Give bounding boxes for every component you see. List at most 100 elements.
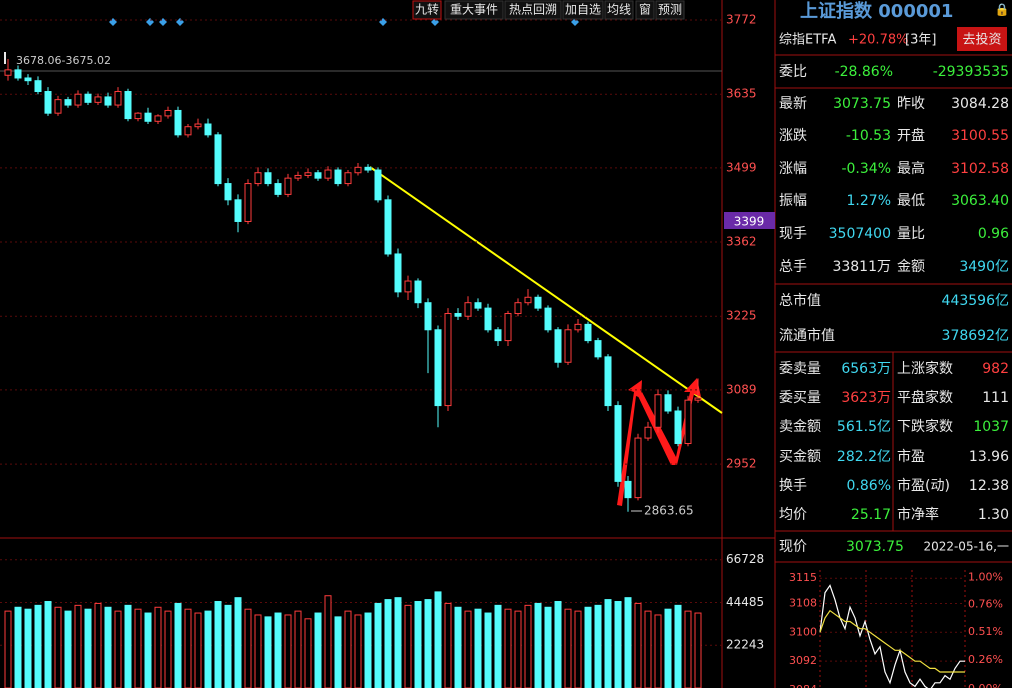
toolbar-button[interactable] (635, 0, 655, 20)
candle-body (644, 426, 652, 439)
volume-bar (154, 606, 162, 688)
candle-body (434, 329, 442, 407)
intraday-line (819, 609, 965, 673)
volume-bar (54, 606, 62, 688)
volume-bar (664, 608, 672, 688)
y-tick-label: 3092 (789, 654, 817, 667)
toolbar-label[interactable]: 窗 (639, 3, 651, 17)
toolbar-label[interactable]: 预测 (658, 3, 682, 17)
y-tick-label: 3499 (726, 160, 757, 174)
field-value: 3084.28 (951, 96, 1009, 112)
toolbar-button[interactable] (604, 0, 634, 20)
volume-bar (74, 604, 82, 688)
volume-bar (494, 604, 502, 688)
field-value: 0.96 (978, 226, 1009, 242)
candle-body (394, 253, 402, 293)
candle-body (344, 172, 352, 185)
field-label: 均价 (779, 507, 807, 523)
volume-bar (174, 602, 182, 688)
etf-period: [3年] (905, 33, 936, 48)
candle-body (164, 109, 172, 117)
field-label: 最高 (897, 160, 925, 177)
candle-body (364, 166, 372, 171)
y-tick-label: 66728 (726, 552, 764, 566)
candle-body (4, 69, 12, 76)
field-value: 3073.75 (833, 96, 891, 112)
volume-bar (204, 610, 212, 688)
volume-bar (674, 604, 682, 688)
volume-bar (414, 601, 422, 688)
toolbar-label[interactable]: 加自选 (565, 3, 601, 17)
y-tick-label: 22243 (726, 638, 764, 652)
toolbar-button[interactable] (562, 0, 604, 20)
toolbar-label[interactable]: 九转 (415, 2, 439, 17)
field-label: 总市值 (779, 292, 821, 309)
toolbar-label[interactable]: 均线 (607, 3, 631, 17)
candle-body (204, 123, 212, 136)
volume-bar (184, 608, 192, 688)
y-tick-label: 44485 (726, 595, 764, 609)
candle-body (404, 280, 412, 293)
candle-body (264, 172, 272, 185)
field-label: 换手 (779, 477, 807, 494)
toolbar-button[interactable] (412, 0, 442, 20)
pin-icon[interactable]: 🔒 (995, 3, 1010, 17)
candle-body (564, 329, 572, 363)
volume-bar (644, 610, 652, 688)
toolbar-label[interactable]: 重大事件 (450, 3, 498, 17)
field-value: 378692亿 (942, 328, 1009, 344)
y-tick-label: 3084 (789, 683, 817, 688)
candle-body (384, 199, 392, 255)
volume-bar (654, 614, 662, 688)
field-value: 282.2亿 (837, 449, 891, 465)
toolbar-button[interactable] (444, 0, 504, 20)
volume-bar (34, 604, 42, 688)
field-label: 委卖量 (779, 361, 821, 377)
volume-bar (4, 610, 12, 688)
field-value: 1.30 (978, 507, 1009, 523)
volume-bar (284, 614, 292, 688)
field-label: 下跌家数 (897, 418, 953, 435)
volume-bar (424, 599, 432, 688)
volume-bar (104, 606, 112, 688)
candle-body (654, 394, 662, 428)
candle-body (694, 397, 702, 401)
toolbar-label[interactable]: 热点回溯 (509, 2, 557, 17)
weibi-label: 委比 (779, 64, 807, 80)
field-label: 买金额 (779, 449, 821, 465)
field-value: -10.53 (846, 128, 891, 144)
field-value: 443596亿 (942, 293, 1009, 309)
volume-bar (534, 602, 542, 688)
volume-bar (564, 608, 572, 688)
candle-body (94, 96, 102, 103)
candle-body (334, 169, 342, 185)
candle-body (674, 410, 682, 444)
volume-bar (254, 614, 262, 688)
candle-body (114, 91, 122, 106)
volume-bar (354, 614, 362, 688)
volume-bar (404, 604, 412, 688)
field-label: 上涨家数 (897, 360, 953, 377)
candle-body (304, 172, 312, 176)
toolbar-button[interactable] (504, 0, 562, 20)
invest-button[interactable]: 去投资 (962, 32, 1001, 48)
candle-body (234, 199, 242, 222)
volume-bar (44, 601, 52, 688)
field-value: 3102.58 (951, 161, 1009, 177)
volume-bar (474, 608, 482, 688)
volume-bar (64, 610, 72, 688)
candle-body (454, 313, 462, 317)
volume-bar (84, 608, 92, 688)
field-label: 开盘 (897, 127, 925, 144)
volume-bar (214, 601, 222, 688)
y-tick-label: 3100 (789, 625, 817, 638)
field-value: 3623万 (841, 390, 891, 406)
volume-bar (604, 599, 612, 688)
candle-body (584, 323, 592, 342)
candle-body (134, 112, 142, 120)
volume-bar (484, 612, 492, 688)
field-value: 982 (982, 361, 1009, 377)
toolbar-button[interactable] (655, 0, 685, 20)
